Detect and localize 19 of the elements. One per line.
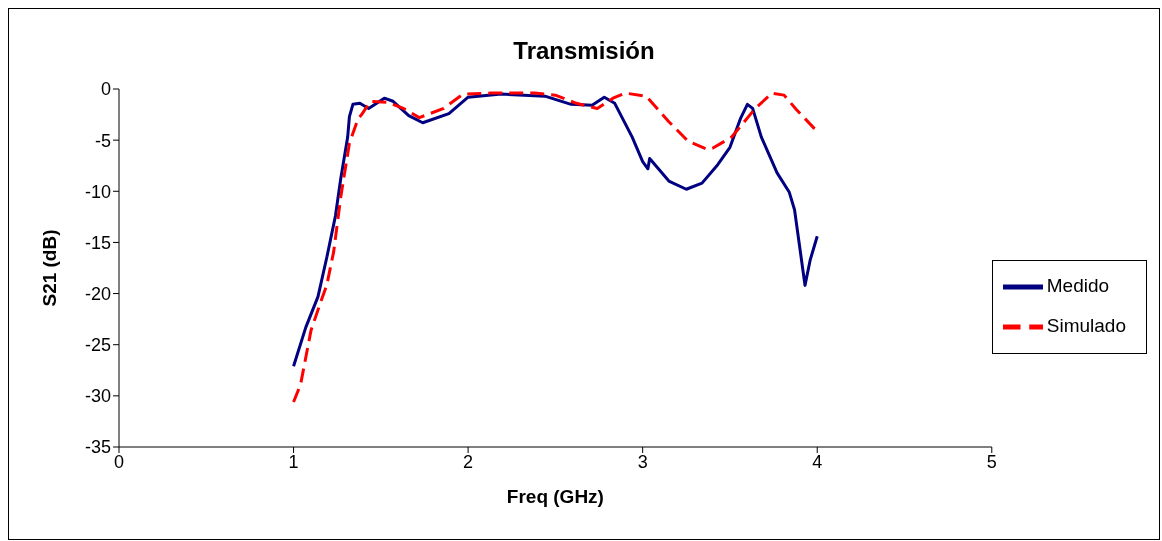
y-tick-label: -10 <box>84 181 111 202</box>
x-axis-title: Freq (GHz) <box>506 486 604 507</box>
x-tick-label: 3 <box>637 451 648 472</box>
y-tick-label: -35 <box>84 437 111 458</box>
x-tick-label: 4 <box>812 451 823 472</box>
y-tick-label: -5 <box>94 130 111 151</box>
legend-label: Simulado <box>1046 315 1126 337</box>
y-tick-label: -20 <box>84 283 111 304</box>
x-tick-label: 5 <box>986 451 997 472</box>
x-tick-label: 1 <box>288 451 299 472</box>
y-tick-label: -25 <box>84 335 111 356</box>
legend-label: Medido <box>1046 275 1110 297</box>
x-tick-label: 2 <box>463 451 474 472</box>
y-tick-label: -15 <box>84 232 111 253</box>
y-tick-label: 0 <box>100 79 111 100</box>
y-axis-title: S21 (dB) <box>38 229 60 307</box>
x-tick-label: 0 <box>113 451 125 472</box>
chart-title: Transmisión <box>512 37 656 66</box>
y-tick-label: -30 <box>84 386 111 407</box>
